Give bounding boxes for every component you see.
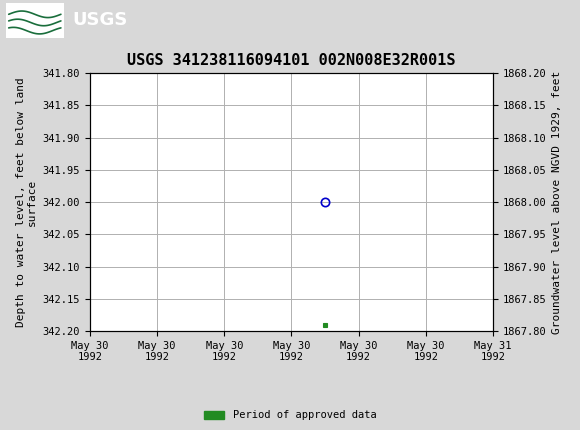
Text: USGS: USGS <box>72 12 128 29</box>
Bar <box>6 3 64 37</box>
Y-axis label: Groundwater level above NGVD 1929, feet: Groundwater level above NGVD 1929, feet <box>552 71 562 334</box>
Legend: Period of approved data: Period of approved data <box>204 411 376 421</box>
Title: USGS 341238116094101 002N008E32R001S: USGS 341238116094101 002N008E32R001S <box>127 53 456 68</box>
Y-axis label: Depth to water level, feet below land
surface: Depth to water level, feet below land su… <box>16 77 37 327</box>
